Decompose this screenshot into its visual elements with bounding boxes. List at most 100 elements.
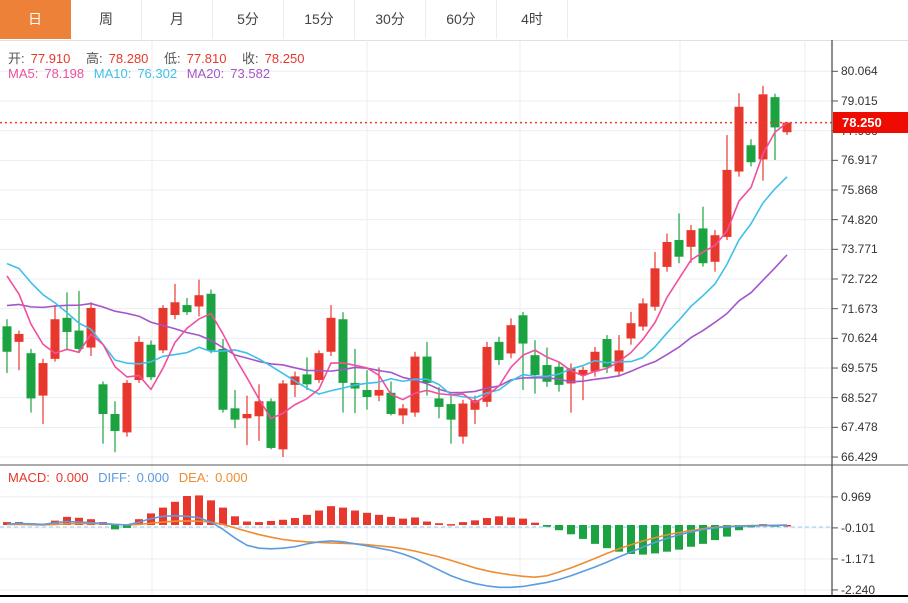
macd-bar [219,507,227,525]
candle [458,403,468,437]
timeframe-tabbar: 日周月 5分 15分 30分 60分 4时 [0,0,908,41]
candle [98,384,108,415]
candle [470,400,480,410]
ma20-label: MA20: [186,66,225,81]
macd-tick: -2.240 [841,582,876,597]
tab-4时[interactable]: 4时 [497,0,568,39]
ma-readout: MA5: 78.198 MA10: 76.302 MA20: 73.582 [8,66,276,81]
candle [686,230,696,247]
price-tick: 72.722 [841,272,878,286]
candle [74,330,84,349]
macd-bar [411,517,419,525]
candle [758,94,768,160]
candle [638,303,648,327]
macd-bar [507,517,515,525]
macd-bar [423,521,431,525]
macd-bar [459,522,467,525]
candle [398,408,408,416]
candle [434,398,444,407]
candle [86,307,96,348]
candle [374,389,384,396]
macd-bar [291,518,299,525]
low-label: 低: [164,51,181,66]
macd-bar [699,525,707,544]
macd-bar [123,525,131,528]
open-value: 77.910 [30,51,71,66]
macd-bar [303,514,311,525]
ma5-value: 78.198 [44,66,85,81]
macd-bar [111,525,119,530]
candle [206,293,216,351]
candle [710,235,720,262]
candle [698,228,708,264]
close-label: 收: [242,51,259,66]
macd-bar [339,507,347,525]
ohlc-readout: 开: 77.910 高: 78.280 低: 77.810 收: 78.250 [8,48,310,67]
macd-bar [243,521,251,525]
tab-15分[interactable]: 15分 [284,0,355,39]
ma10-label: MA10: [93,66,132,81]
candle [2,326,12,352]
macd-readout: MACD: 0.000 DIFF: 0.000 DEA: 0.000 [8,470,254,485]
candle [746,145,756,163]
candle [182,305,192,313]
candle [302,374,312,385]
candle [662,242,672,267]
tab-月[interactable]: 月 [142,0,213,39]
tab-30分[interactable]: 30分 [355,0,426,39]
candle [362,389,372,398]
macd-bar [531,522,539,525]
macd-bar [555,525,563,531]
price-tick: 73.771 [841,242,878,257]
candle [482,346,492,402]
ma20-value: 73.582 [230,66,271,81]
macd-bar [195,495,203,525]
candle [170,302,180,315]
macd-bar [735,525,743,531]
macd-bar [207,500,215,525]
dea-label: DEA: [178,470,210,485]
dea-value: 0.000 [215,470,248,485]
candle [230,408,240,420]
macd-bar [315,510,323,525]
high-label: 高: [86,51,103,66]
open-label: 开: [8,51,25,66]
candle [134,341,144,381]
candle [494,341,504,360]
candle [566,368,576,384]
candle [254,401,264,417]
candle [266,401,276,448]
candle [422,356,432,383]
price-tick: 68.527 [841,390,878,405]
candle [770,97,780,128]
tab-周[interactable]: 周 [71,0,142,39]
macd-tick: 0.969 [841,489,872,504]
price-tick: 69.575 [841,361,878,376]
candle [578,369,588,375]
macd-bar [627,525,635,554]
tab-日[interactable]: 日 [0,0,71,39]
macd-bar [327,506,335,525]
macd-bar [603,525,611,549]
tab-5分[interactable]: 5分 [213,0,284,39]
macd-bar [591,525,599,544]
macd-bar [171,501,179,525]
macd-bar [183,496,191,525]
ma10-value: 76.302 [137,66,178,81]
macd-tick: -1.171 [841,551,876,566]
candle [62,317,72,332]
macd-bar [351,510,359,525]
candle [410,356,420,413]
candle [122,382,132,433]
candle [722,169,732,237]
candle [110,414,120,431]
tab-60分[interactable]: 60分 [426,0,497,39]
macd-bar [279,519,287,525]
macd-bar [543,525,551,527]
macd-bar [711,525,719,541]
candle [782,122,792,133]
candle [326,317,336,352]
candle [518,315,528,344]
candle [158,307,168,351]
